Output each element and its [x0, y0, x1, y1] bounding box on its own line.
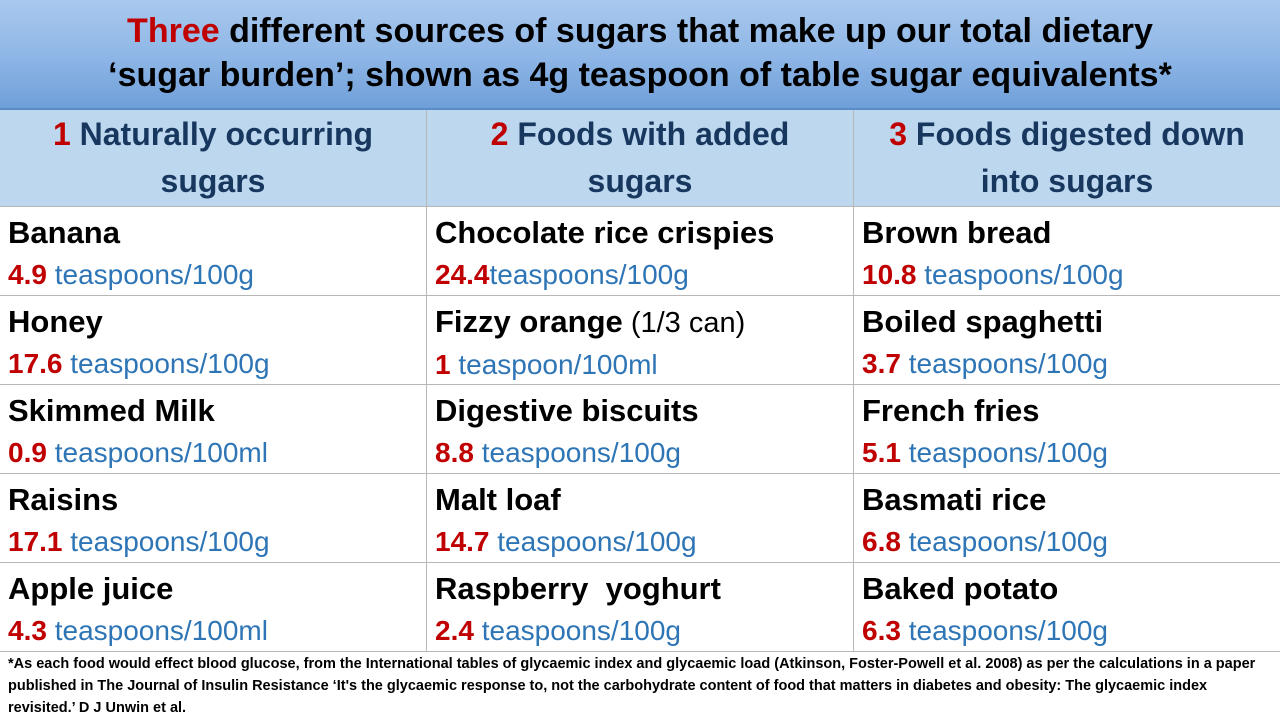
- food-name: Honey: [8, 304, 103, 339]
- sugar-amount: 6.8 teaspoons/100g: [862, 522, 1280, 562]
- sugar-amount: 1 teaspoon/100ml: [435, 345, 853, 384]
- teaspoon-value: 17.6: [8, 348, 63, 379]
- column-number: 1: [52, 116, 71, 152]
- teaspoon-unit: teaspoon/100ml: [450, 349, 658, 380]
- table-cell: Brown bread 10.8 teaspoons/100g: [854, 207, 1280, 296]
- sugar-amount: 17.1 teaspoons/100g: [8, 522, 426, 562]
- food-name: Apple juice: [8, 571, 174, 606]
- table-cell: Boiled spaghetti 3.7 teaspoons/100g: [854, 296, 1280, 385]
- teaspoon-unit: teaspoons/100ml: [46, 437, 268, 468]
- column-header-added: 2 Foods with added sugars: [427, 110, 854, 207]
- table-cell: Basmati rice 6.8 teaspoons/100g: [854, 474, 1280, 563]
- teaspoon-value: 4.9: [8, 259, 47, 290]
- teaspoon-value: 3.7: [862, 348, 901, 379]
- sugar-amount: 8.8 teaspoons/100g: [435, 433, 853, 473]
- teaspoon-value: 24.4: [435, 259, 490, 290]
- table-cell: Baked potato 6.3 teaspoons/100g: [854, 563, 1280, 652]
- food-name: Raisins: [8, 482, 119, 517]
- sugar-amount: 10.8 teaspoons/100g: [862, 255, 1280, 295]
- teaspoon-value: 4.3: [8, 615, 47, 646]
- column-header-line-2: into sugars: [980, 163, 1154, 199]
- sugar-amount: 0.9 teaspoons/100ml: [8, 433, 426, 473]
- column-header-line-1: Naturally occurring: [79, 116, 374, 152]
- column-header-line-2: sugars: [587, 163, 693, 199]
- food-name: Chocolate rice crispies: [435, 215, 775, 250]
- food-name: Basmati rice: [862, 482, 1047, 517]
- sugar-amount: 4.9 teaspoons/100g: [8, 255, 426, 295]
- food-name: Fizzy orange (1/3 can): [435, 300, 853, 345]
- title-line-2: ‘sugar burden’; shown as 4g teaspoon of …: [108, 56, 1172, 94]
- teaspoon-unit: teaspoons/100g: [900, 526, 1108, 557]
- sugar-amount: 24.4teaspoons/100g: [435, 255, 853, 295]
- sugar-amount: 5.1 teaspoons/100g: [862, 433, 1280, 473]
- teaspoon-value: 14.7: [435, 526, 490, 557]
- teaspoon-value: 2.4: [435, 615, 474, 646]
- teaspoon-unit: teaspoons/100g: [900, 348, 1108, 379]
- column-header-natural: 1 Naturally occurring sugars: [0, 110, 427, 207]
- column-header-digested: 3 Foods digested down into sugars: [854, 110, 1280, 207]
- teaspoon-value: 5.1: [862, 437, 901, 468]
- footnote: *As each food would effect blood glucose…: [8, 656, 1256, 716]
- title-line-1-rest: different sources of sugars that make up…: [219, 12, 1153, 50]
- teaspoon-value: 6.8: [862, 526, 901, 557]
- teaspoon-unit: teaspoons/100g: [900, 437, 1108, 468]
- food-serving-note: (1/3 can): [622, 307, 746, 339]
- table-cell: Fizzy orange (1/3 can) 1 teaspoon/100ml: [427, 296, 854, 385]
- table-cell: Chocolate rice crispies 24.4teaspoons/10…: [427, 207, 854, 296]
- sugar-amount: 6.3 teaspoons/100g: [862, 611, 1280, 651]
- food-name: Raspberry yoghurt: [435, 571, 721, 606]
- sugar-amount: 17.6 teaspoons/100g: [8, 344, 426, 384]
- teaspoon-unit: teaspoons/100g: [473, 615, 681, 646]
- teaspoon-unit: teaspoons/100g: [489, 259, 689, 290]
- table-cell: Honey 17.6 teaspoons/100g: [0, 296, 427, 385]
- food-name: French fries: [862, 393, 1040, 428]
- teaspoon-unit: teaspoons/100g: [900, 615, 1108, 646]
- table-cell: Digestive biscuits 8.8 teaspoons/100g: [427, 385, 854, 474]
- teaspoon-unit: teaspoons/100g: [473, 437, 681, 468]
- table-cell: Skimmed Milk 0.9 teaspoons/100ml: [0, 385, 427, 474]
- teaspoon-unit: teaspoons/100g: [62, 348, 270, 379]
- title-line-1: Three different sources of sugars that m…: [0, 9, 1280, 53]
- table-cell: French fries 5.1 teaspoons/100g: [854, 385, 1280, 474]
- sugar-sources-table: 1 Naturally occurring sugars 2 Foods wit…: [0, 110, 1280, 652]
- teaspoon-value: 8.8: [435, 437, 474, 468]
- column-header-line-2: sugars: [160, 163, 266, 199]
- table-cell: Malt loaf 14.7 teaspoons/100g: [427, 474, 854, 563]
- sugar-amount: 14.7 teaspoons/100g: [435, 522, 853, 562]
- table-cell: Banana 4.9 teaspoons/100g: [0, 207, 427, 296]
- teaspoon-value: 1: [435, 349, 451, 380]
- teaspoon-unit: teaspoons/100g: [46, 259, 254, 290]
- sugar-amount: 3.7 teaspoons/100g: [862, 344, 1280, 384]
- table-cell: Raisins 17.1 teaspoons/100g: [0, 474, 427, 563]
- food-name: Malt loaf: [435, 482, 561, 517]
- column-number: 2: [490, 116, 509, 152]
- teaspoon-unit: teaspoons/100g: [489, 526, 697, 557]
- teaspoon-unit: teaspoons/100ml: [46, 615, 268, 646]
- sugar-amount: 2.4 teaspoons/100g: [435, 611, 853, 651]
- food-name: Digestive biscuits: [435, 393, 699, 428]
- page-title: Three different sources of sugars that m…: [0, 0, 1280, 110]
- teaspoon-value: 17.1: [8, 526, 63, 557]
- table-cell: Apple juice 4.3 teaspoons/100ml: [0, 563, 427, 652]
- title-accent: Three: [127, 12, 220, 50]
- food-name: Boiled spaghetti: [862, 304, 1104, 339]
- teaspoon-value: 6.3: [862, 615, 901, 646]
- food-name: Skimmed Milk: [8, 393, 215, 428]
- teaspoon-unit: teaspoons/100g: [916, 259, 1124, 290]
- column-number: 3: [889, 116, 908, 152]
- teaspoon-value: 0.9: [8, 437, 47, 468]
- food-name-text: Fizzy orange: [435, 304, 623, 339]
- food-name: Baked potato: [862, 571, 1059, 606]
- table-cell: Raspberry yoghurt 2.4 teaspoons/100g: [427, 563, 854, 652]
- teaspoon-unit: teaspoons/100g: [62, 526, 270, 557]
- sugar-amount: 4.3 teaspoons/100ml: [8, 611, 426, 651]
- column-header-line-1: Foods digested down: [915, 116, 1245, 152]
- teaspoon-value: 10.8: [862, 259, 917, 290]
- food-name: Brown bread: [862, 215, 1052, 250]
- food-name: Banana: [8, 215, 120, 250]
- column-header-line-1: Foods with added: [517, 116, 790, 152]
